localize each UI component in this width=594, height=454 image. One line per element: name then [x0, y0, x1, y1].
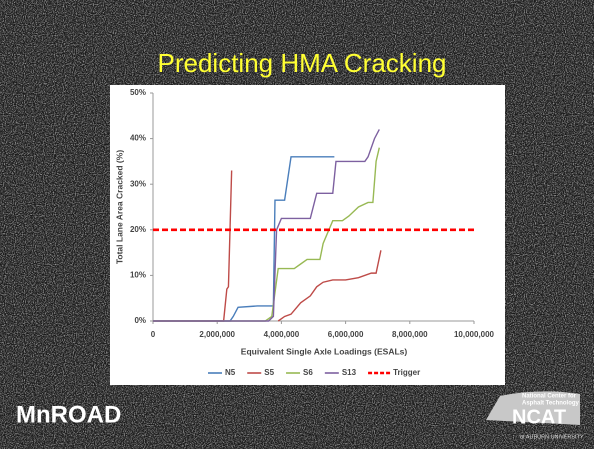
- x-tick-label: 4,000,000: [264, 330, 300, 339]
- x-axis-title: Equivalent Single Axle Loadings (ESALs): [241, 346, 408, 356]
- y-tick-label: 0%: [134, 316, 146, 325]
- legend-label: S6: [303, 368, 313, 377]
- legend-label: S13: [342, 368, 357, 377]
- y-tick-label: 30%: [130, 179, 146, 188]
- page: {"chart_data": {"type": "line", "title":…: [0, 0, 594, 449]
- x-tick-label: 8,000,000: [392, 330, 428, 339]
- slide: Predicting HMA Cracking Equivalent Singl…: [0, 0, 594, 449]
- ncat-name: NCAT: [512, 406, 566, 428]
- ncat-sub: at AUBURN UNIVERSITY: [520, 434, 584, 440]
- legend-label: S5: [264, 368, 274, 377]
- x-tick-label: 6,000,000: [328, 330, 364, 339]
- x-tick-label: 10,000,000: [454, 330, 495, 339]
- slide-title: Predicting HMA Cracking: [158, 48, 447, 78]
- legend-label: Trigger: [393, 368, 420, 377]
- y-tick-label: 40%: [130, 134, 146, 143]
- x-tick-label: 2,000,000: [199, 330, 235, 339]
- y-axis-title: Total Lane Area Cracked (%): [114, 150, 124, 264]
- y-tick-label: 20%: [130, 225, 146, 234]
- mnroad-text: MnROAD: [16, 401, 121, 428]
- chart-area: [110, 85, 505, 385]
- x-tick-label: 0: [151, 330, 156, 339]
- legend-label: N5: [225, 368, 236, 377]
- y-tick-label: 10%: [130, 271, 146, 280]
- mnroad-logo: MnROAD: [16, 401, 121, 428]
- y-tick-label: 50%: [130, 88, 146, 97]
- ncat-line: National Center for: [522, 394, 577, 400]
